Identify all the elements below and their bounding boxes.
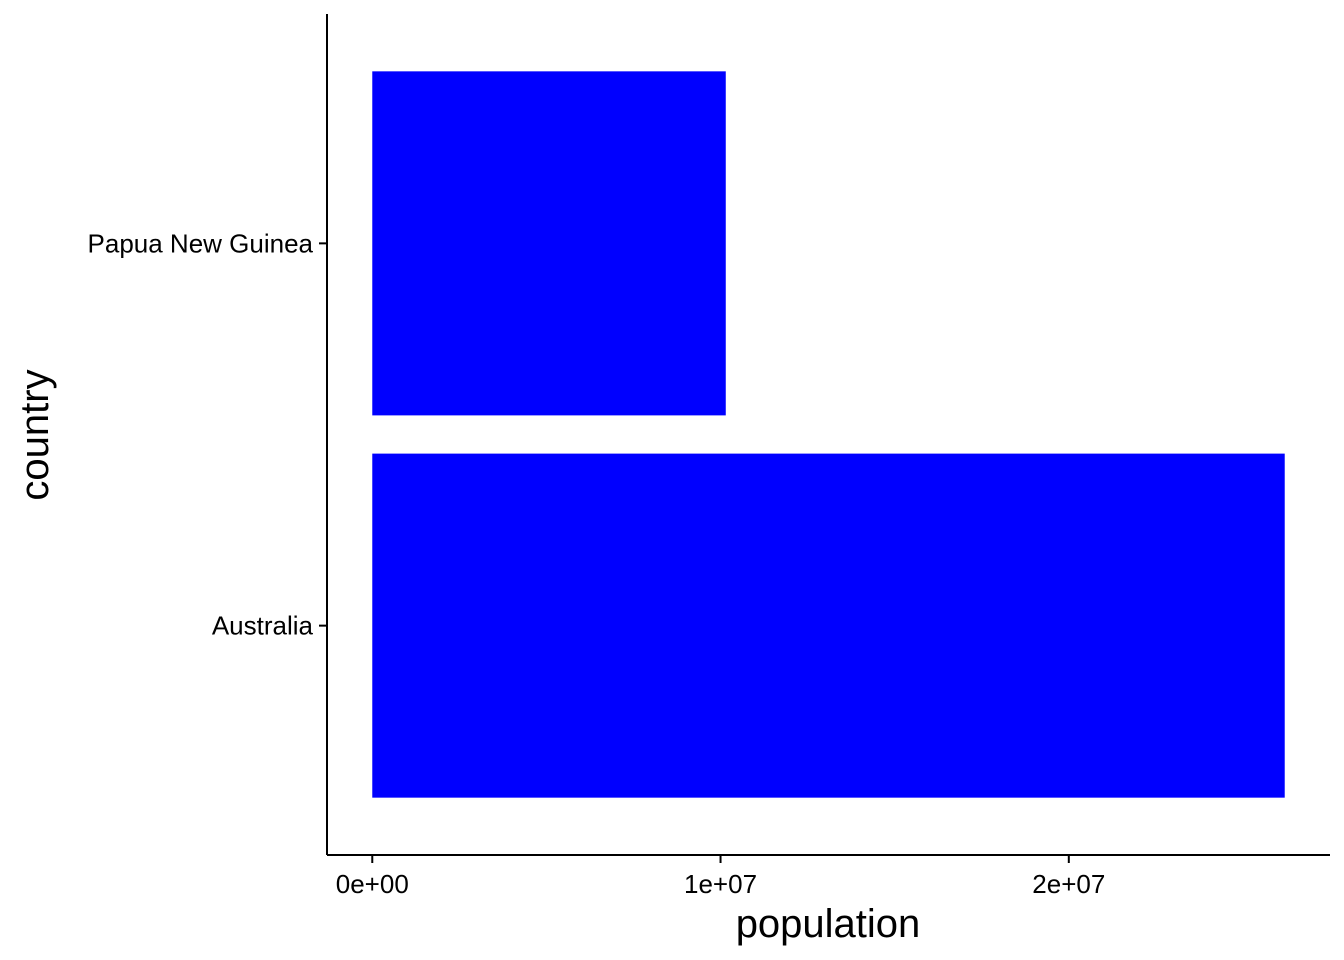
x-tick-label-0: 0e+00 xyxy=(336,869,409,899)
bar-australia xyxy=(372,453,1285,798)
y-ticks-layer: Papua New Guinea Australia xyxy=(88,228,327,641)
y-tick-label-papua-new-guinea: Papua New Guinea xyxy=(88,228,314,258)
y-tick-label-australia: Australia xyxy=(212,611,314,641)
x-ticks-layer: 0e+00 1e+07 2e+07 xyxy=(336,855,1105,899)
x-tick-label-1: 1e+07 xyxy=(684,869,757,899)
x-axis-title: population xyxy=(736,902,921,946)
bars-layer xyxy=(372,71,1285,798)
x-tick-label-2: 2e+07 xyxy=(1032,869,1105,899)
bar-papua-new-guinea xyxy=(372,71,726,416)
y-axis-title: country xyxy=(13,369,57,500)
